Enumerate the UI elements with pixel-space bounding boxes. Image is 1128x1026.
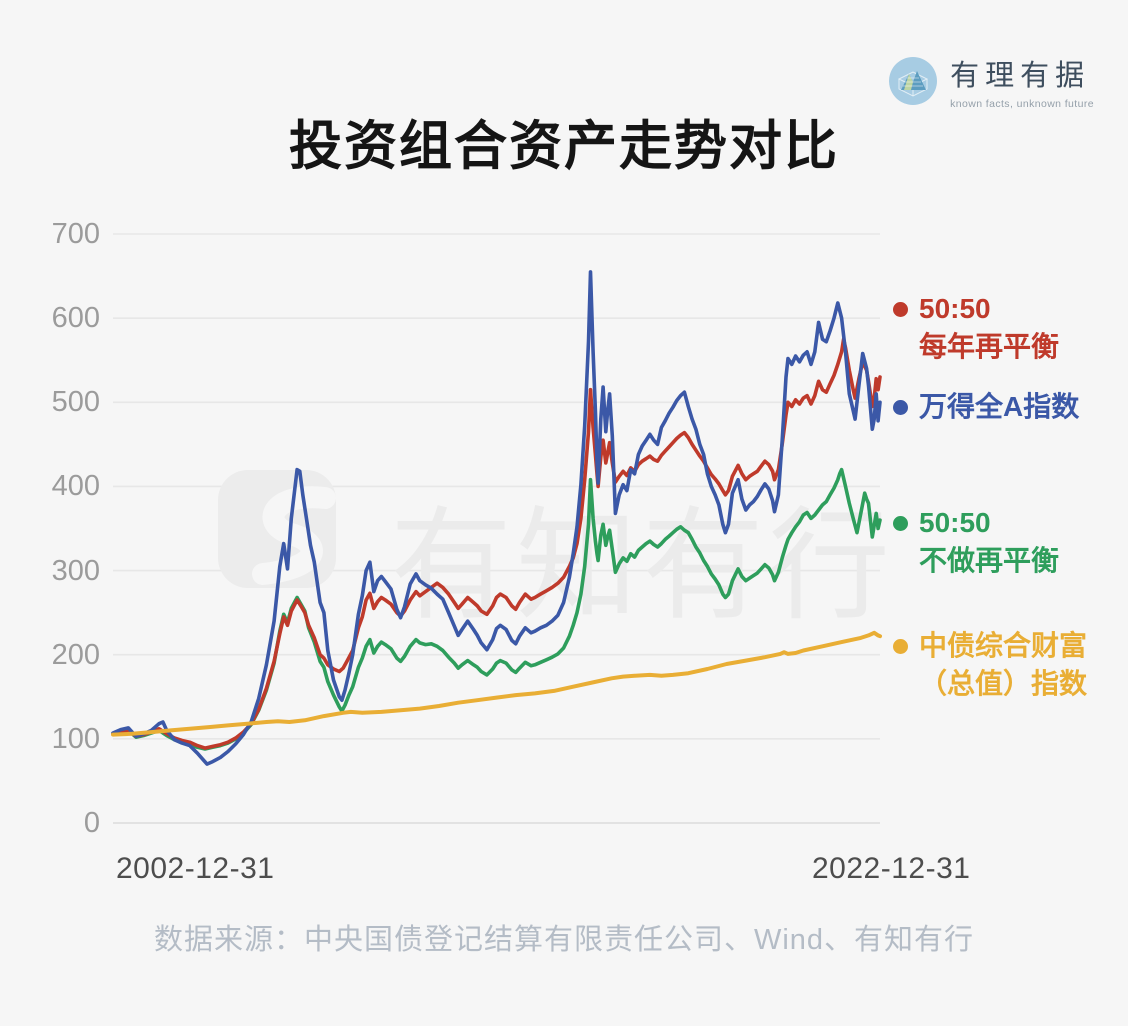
legend-label-line1: 万得全A指数	[919, 391, 1080, 422]
series-line-0	[111, 337, 882, 750]
legend-dot-blue	[893, 400, 908, 415]
y-tick-300: 300	[51, 554, 100, 587]
page-title: 投资组合资产走势对比	[289, 117, 839, 176]
legend-item-not-rebalanced: 50:50 不做再平衡	[893, 504, 1059, 580]
x-axis-start-label: 2002-12-31	[116, 852, 275, 885]
legend-label-line1: 50:50	[919, 293, 991, 324]
legend-label-line2: （总值）指数	[919, 668, 1088, 699]
legend-label: 50:50 不做再平衡	[919, 504, 1059, 580]
plot-area: 有知有行	[111, 210, 890, 824]
legend-item-rebalanced: 50:50 每年再平衡	[893, 290, 1059, 366]
watermark-text: 有知有行	[390, 498, 894, 634]
y-tick-0: 0	[83, 807, 100, 839]
y-tick-500: 500	[51, 386, 100, 419]
y-tick-100: 100	[51, 722, 100, 755]
brand-tagline: known facts, unknown future	[950, 98, 1094, 110]
y-tick-600: 600	[51, 302, 100, 335]
legend-dot-green	[893, 516, 908, 531]
x-axis-end-label: 2022-12-31	[812, 852, 971, 885]
legend-item-wind-index: 万得全A指数	[893, 388, 1079, 426]
legend-label-line1: 50:50	[919, 507, 991, 538]
legend-label: 万得全A指数	[919, 388, 1079, 426]
y-tick-700: 700	[51, 218, 100, 250]
watermark: 有知有行	[218, 470, 894, 634]
legend-label-line2: 每年再平衡	[919, 331, 1060, 362]
chart-canvas: 有知有行	[111, 233, 890, 824]
series-line-1	[111, 270, 882, 766]
legend-dot-red	[893, 302, 908, 317]
legend-dot-yellow	[893, 639, 908, 654]
series-line-3	[111, 630, 882, 737]
data-source-note: 数据来源：中央国债登记结算有限责任公司、Wind、有知有行	[153, 924, 975, 956]
legend-label: 中债综合财富 （总值）指数	[919, 627, 1087, 703]
legend-label-line1: 中债综合财富	[919, 630, 1088, 661]
y-tick-400: 400	[51, 470, 100, 503]
legend-item-chinabond-index: 中债综合财富 （总值）指数	[893, 627, 1087, 703]
brand-name: 有理有据	[950, 60, 1091, 92]
brand-texts: 有理有据 known facts, unknown future	[950, 52, 1094, 110]
mountain-logo-icon	[889, 57, 938, 105]
y-tick-200: 200	[51, 638, 100, 671]
legend-label: 50:50 每年再平衡	[919, 290, 1059, 366]
brand-block: 有理有据 known facts, unknown future	[889, 52, 1094, 110]
legend-label-line2: 不做再平衡	[919, 545, 1060, 576]
